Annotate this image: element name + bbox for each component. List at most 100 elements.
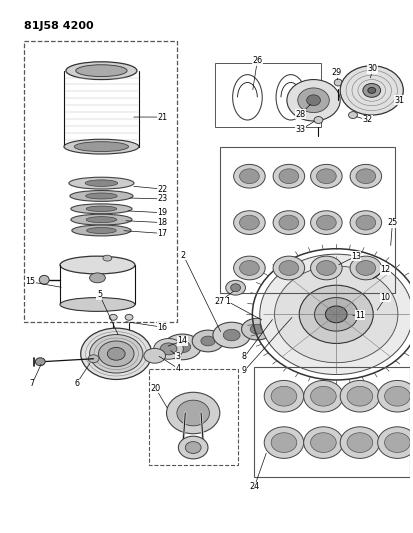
Ellipse shape [314,117,323,124]
Bar [149,369,237,465]
Ellipse shape [316,215,336,230]
Ellipse shape [377,427,413,458]
Ellipse shape [347,433,373,453]
Text: 21: 21 [157,112,168,122]
Text: 16: 16 [158,322,168,332]
Ellipse shape [88,355,99,362]
Ellipse shape [340,381,380,412]
Text: 5: 5 [97,290,102,299]
Ellipse shape [178,436,208,459]
Ellipse shape [311,256,342,280]
Ellipse shape [90,335,143,373]
Ellipse shape [271,386,297,406]
Ellipse shape [309,302,344,327]
Ellipse shape [311,386,336,406]
Ellipse shape [311,211,342,235]
Ellipse shape [299,285,373,343]
Text: 30: 30 [368,64,378,73]
Ellipse shape [81,328,152,379]
Ellipse shape [85,193,117,199]
Ellipse shape [76,64,127,77]
Ellipse shape [350,211,382,235]
Text: 12: 12 [380,265,391,274]
Text: 32: 32 [363,116,373,125]
Ellipse shape [177,400,209,426]
Ellipse shape [334,79,342,86]
Ellipse shape [64,139,139,154]
Bar [215,63,321,127]
Ellipse shape [201,336,215,346]
Ellipse shape [90,273,105,283]
Ellipse shape [298,88,329,112]
Ellipse shape [36,358,45,366]
Ellipse shape [279,169,299,184]
Ellipse shape [264,427,304,458]
Ellipse shape [98,341,134,367]
Ellipse shape [349,111,357,118]
Ellipse shape [164,334,201,360]
Ellipse shape [242,318,273,340]
Ellipse shape [234,164,265,188]
Text: 24: 24 [249,482,259,491]
Text: 13: 13 [351,252,361,261]
Ellipse shape [154,338,183,359]
Text: 26: 26 [252,56,262,66]
Ellipse shape [174,341,191,353]
Ellipse shape [160,343,177,355]
Text: 33: 33 [296,125,306,134]
Ellipse shape [86,206,117,212]
Text: 7: 7 [30,379,35,388]
Ellipse shape [127,339,131,343]
Ellipse shape [250,324,264,334]
Text: 10: 10 [380,293,391,302]
Text: 18: 18 [158,218,168,227]
Ellipse shape [350,164,382,188]
Ellipse shape [60,256,135,274]
Ellipse shape [70,190,133,201]
Ellipse shape [347,386,373,406]
Text: 81J58 4200: 81J58 4200 [24,21,94,31]
Ellipse shape [166,392,220,434]
Text: 6: 6 [74,379,79,388]
Ellipse shape [264,381,304,412]
Ellipse shape [275,266,398,362]
Ellipse shape [71,204,132,214]
Ellipse shape [144,349,166,363]
Ellipse shape [223,329,240,341]
Ellipse shape [74,142,128,151]
Ellipse shape [240,261,259,276]
Ellipse shape [304,427,343,458]
Ellipse shape [111,339,116,343]
Ellipse shape [192,330,224,352]
Bar [220,147,395,293]
Ellipse shape [260,311,298,337]
Ellipse shape [213,322,250,348]
Ellipse shape [66,62,137,79]
Ellipse shape [72,225,131,236]
Ellipse shape [226,280,245,295]
Ellipse shape [234,211,265,235]
Ellipse shape [271,318,287,330]
Ellipse shape [368,87,376,93]
Text: 11: 11 [355,311,365,320]
Ellipse shape [311,164,342,188]
Ellipse shape [356,261,376,276]
Ellipse shape [71,214,132,225]
Text: 19: 19 [157,208,168,217]
Ellipse shape [325,306,347,323]
Ellipse shape [356,169,376,184]
Ellipse shape [287,79,340,121]
Ellipse shape [316,169,336,184]
Text: 22: 22 [157,184,168,193]
Text: 31: 31 [394,96,404,105]
Ellipse shape [231,284,240,292]
Ellipse shape [340,66,404,115]
Ellipse shape [363,84,381,98]
Ellipse shape [306,95,320,106]
Text: 4: 4 [176,364,181,373]
Ellipse shape [271,433,297,453]
Text: 28: 28 [296,110,306,118]
Ellipse shape [103,255,112,261]
Ellipse shape [377,381,413,412]
Text: 15: 15 [25,277,36,286]
